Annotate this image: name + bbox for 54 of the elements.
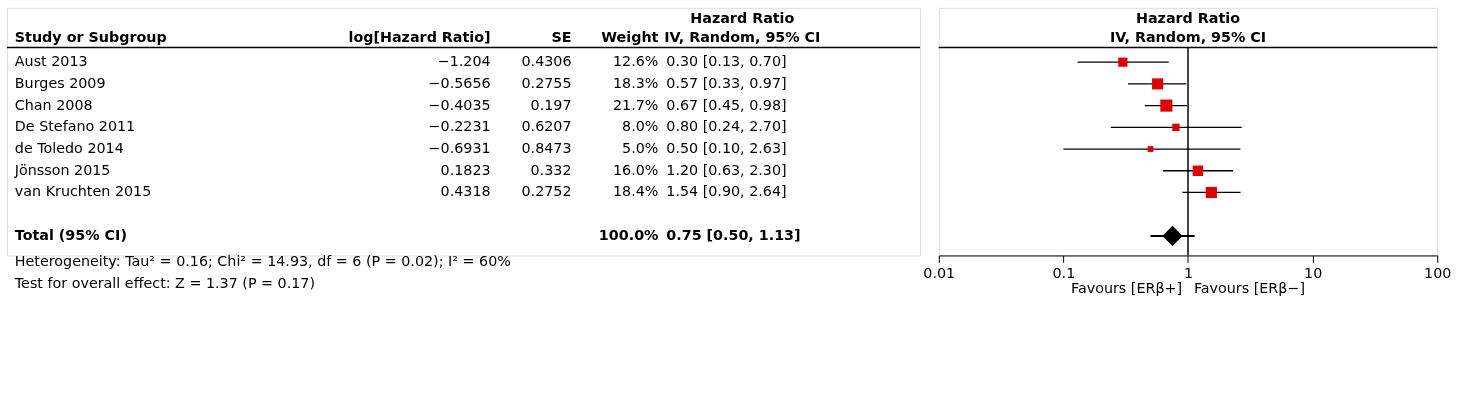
x-tick-label: 100 bbox=[1424, 264, 1452, 281]
text: 8.0% bbox=[622, 118, 659, 135]
category-label: Aust 2013 bbox=[14, 53, 88, 70]
text: Test for overall effect: Z = 1.37 (P = 0.17) bbox=[13, 274, 316, 291]
text: 0.80 [0.24, 2.70] bbox=[666, 118, 787, 135]
text: 1.54 [0.90, 2.64] bbox=[666, 183, 787, 200]
text: 0.1823 bbox=[440, 161, 491, 178]
text: Favours [ERβ−] bbox=[1193, 280, 1305, 297]
category-label: Chan 2008 bbox=[14, 96, 93, 113]
x-tick-label: 1 bbox=[1183, 264, 1194, 281]
text: 0.2752 bbox=[521, 183, 572, 200]
chart-title: Hazard Ratio bbox=[1135, 9, 1241, 26]
text: 0.75 [0.50, 1.13] bbox=[666, 226, 801, 243]
text: Favours [ERβ+] bbox=[1071, 280, 1183, 297]
category-label: Burges 2009 bbox=[14, 74, 106, 91]
category-label: SE bbox=[551, 29, 572, 46]
text: 0.2755 bbox=[521, 74, 572, 91]
text: 0.8473 bbox=[521, 139, 572, 156]
text: 0.6207 bbox=[521, 118, 572, 135]
category-label: log[Hazard Ratio] bbox=[348, 29, 491, 46]
category-label: Hazard Ratio IV, Random, 95% CI bbox=[664, 9, 821, 46]
text: 5.0% bbox=[622, 139, 659, 156]
category-label: De Stefano 2011 bbox=[14, 118, 136, 135]
text: 18.4% bbox=[612, 183, 659, 200]
text: −0.2231 bbox=[428, 118, 491, 135]
text: 21.7% bbox=[612, 96, 659, 113]
text: 0.4318 bbox=[440, 183, 491, 200]
category-label: de Toledo 2014 bbox=[14, 139, 124, 156]
category-label: van Kruchten 2015 bbox=[14, 183, 152, 200]
text: 0.50 [0.10, 2.63] bbox=[666, 139, 787, 156]
text: Heterogeneity: Tau² = 0.16; Chi² = 14.93, df = 6 (P = 0.02); I² = 60% bbox=[14, 252, 511, 269]
text: 18.3% bbox=[612, 74, 659, 91]
text: 100.0% bbox=[598, 226, 659, 243]
x-tick-label: 0.1 bbox=[1052, 264, 1076, 281]
text: 1.20 [0.63, 2.30] bbox=[666, 161, 787, 178]
text: −0.6931 bbox=[428, 139, 491, 156]
text: 12.6% bbox=[612, 53, 659, 70]
x-tick-label: 0.01 bbox=[923, 264, 956, 281]
text: 0.57 [0.33, 0.97] bbox=[666, 74, 787, 91]
text: −0.4035 bbox=[428, 96, 491, 113]
chart-subtitle: IV, Random, 95% CI bbox=[1109, 29, 1267, 46]
text: Study or Subgroup bbox=[14, 29, 167, 46]
x-tick-label: 10 bbox=[1304, 264, 1323, 281]
text: 0.332 bbox=[530, 161, 572, 178]
text: 0.4306 bbox=[521, 53, 572, 70]
category-label: Weight bbox=[601, 29, 659, 46]
text: −1.204 bbox=[437, 53, 491, 70]
category-label: Total (95% CI) bbox=[14, 226, 127, 243]
text: 0.197 bbox=[530, 96, 572, 113]
text: 0.67 [0.45, 0.98] bbox=[666, 96, 787, 113]
category-label: Jönsson 2015 bbox=[14, 161, 111, 178]
text: 0.30 [0.13, 0.70] bbox=[666, 53, 787, 70]
text: 16.0% bbox=[612, 161, 659, 178]
text: −0.5656 bbox=[428, 74, 491, 91]
